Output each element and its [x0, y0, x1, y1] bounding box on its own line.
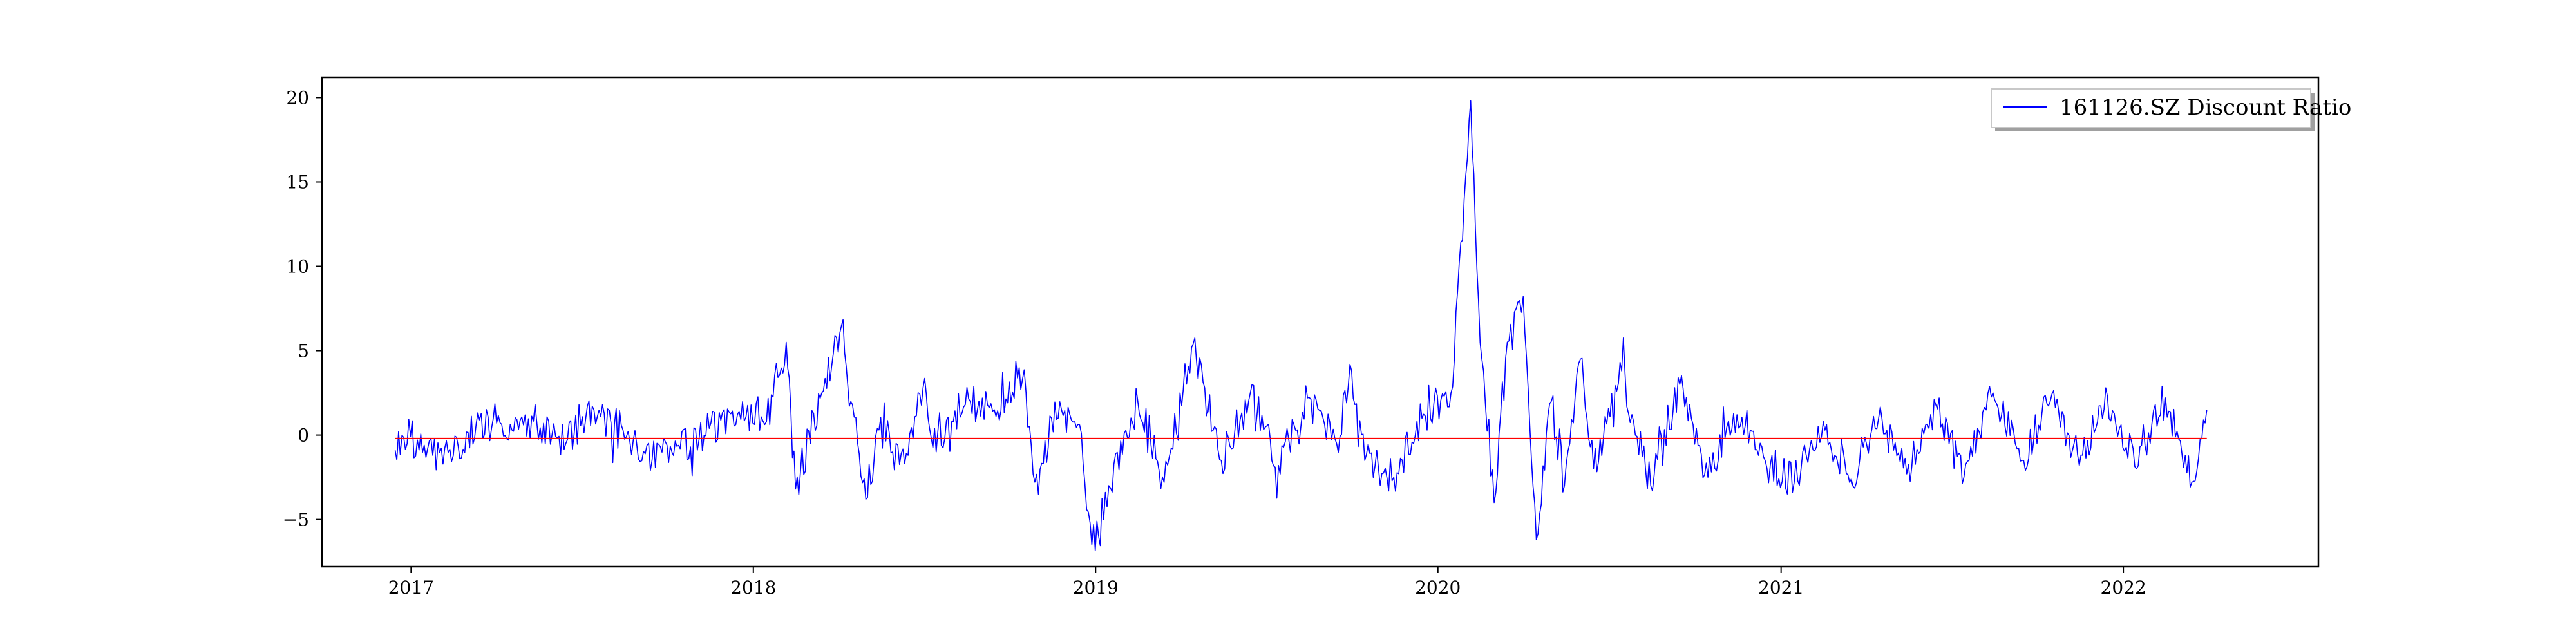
plot-frame [321, 76, 2320, 568]
series-line-0 [394, 100, 2208, 551]
y-tick-label: 5 [298, 341, 309, 362]
x-tick-label: 2022 [2101, 577, 2146, 598]
y-tick-label: 10 [286, 256, 309, 278]
x-tick-label: 2019 [1073, 577, 1119, 598]
legend: 161126.SZ Discount Ratio [1991, 88, 2351, 131]
legend-box [1991, 88, 2311, 128]
x-tick-label: 2018 [730, 577, 776, 598]
x-axis: 2017 2018 2019 2020 2021 2022 [388, 567, 2146, 598]
x-tick-label: 2020 [1415, 577, 1461, 598]
y-tick-label: 15 [286, 171, 309, 193]
legend-label: 161126.SZ Discount Ratio [2060, 95, 2351, 120]
y-tick-label: 0 [298, 425, 309, 446]
x-tick-label: 2017 [388, 577, 434, 598]
series-layer [394, 100, 2208, 551]
y-tick-label: 20 [286, 87, 309, 108]
y-axis: −5 0 5 10 15 20 [283, 87, 322, 531]
y-tick-label: −5 [283, 509, 309, 531]
x-tick-label: 2021 [1758, 577, 1804, 598]
